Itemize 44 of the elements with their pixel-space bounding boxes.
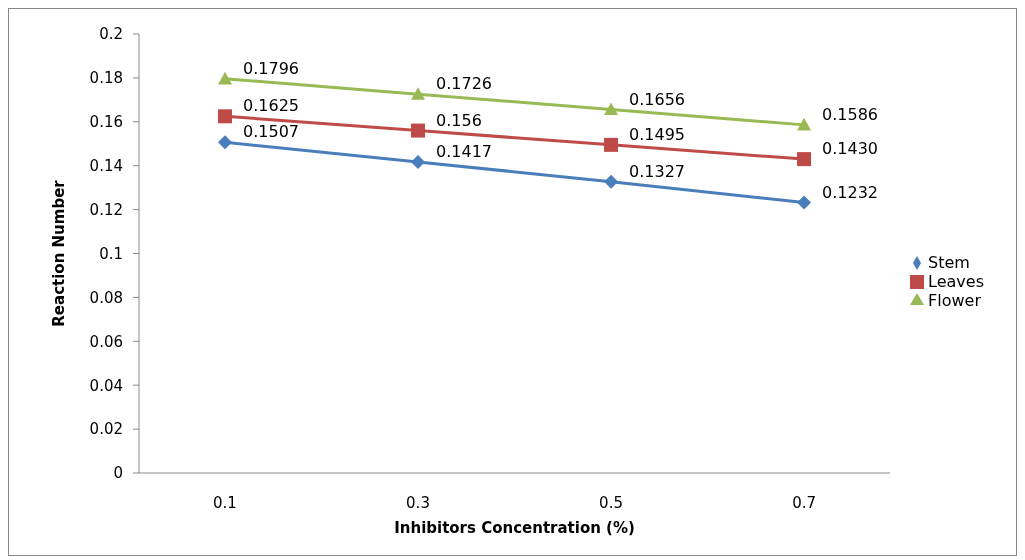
data-label: 0.1430 (822, 139, 879, 159)
point (218, 71, 232, 85)
y-tick-label: 0.06 (89, 332, 123, 351)
legend-label: Flower (928, 290, 982, 310)
data-label: 0.1417 (436, 141, 493, 161)
y-tick-label: 0.12 (89, 200, 123, 219)
x-axis-title: Inhibitors Concentration (%) (394, 519, 635, 537)
y-tick-label: 0.08 (89, 288, 123, 307)
point (797, 195, 812, 210)
data-label: 0.1796 (243, 58, 299, 78)
point (411, 123, 426, 138)
data-label: 0.156 (436, 110, 482, 130)
y-axis-title: Reaction Number (50, 179, 69, 327)
y-tick-label: 0 (113, 464, 123, 483)
y-tick-label: 0.1 (99, 244, 123, 263)
x-tick-label: 0.7 (792, 493, 816, 512)
x-tick-label: 0.1 (213, 493, 237, 512)
y-tick-label: 0.2 (99, 25, 123, 44)
data-label: 0.1495 (629, 124, 686, 144)
legend-label: Stem (928, 252, 970, 272)
x-tick-label: 0.5 (599, 493, 623, 512)
legend-label: Leaves (928, 271, 984, 291)
data-label: 0.1726 (436, 74, 493, 94)
y-tick-label: 0.04 (89, 376, 123, 395)
data-label: 0.1327 (629, 161, 686, 181)
point (218, 109, 232, 124)
data-label: 0.1232 (822, 182, 879, 202)
point (797, 152, 812, 167)
point (604, 174, 619, 189)
data-label: 0.1507 (243, 122, 299, 142)
y-tick-label: 0.16 (89, 113, 123, 132)
y-tick-label: 0.02 (89, 420, 123, 439)
data-label: 0.1625 (243, 96, 299, 116)
x-tick-label: 0.3 (406, 493, 430, 512)
point (411, 87, 426, 100)
point (218, 135, 232, 150)
y-tick-label: 0.18 (89, 69, 123, 88)
point (411, 154, 426, 169)
data-label: 0.1586 (822, 104, 879, 124)
point (604, 102, 619, 116)
point (604, 137, 619, 152)
data-label: 0.1656 (629, 89, 686, 109)
y-tick-label: 0.14 (89, 157, 123, 176)
point (797, 117, 812, 131)
